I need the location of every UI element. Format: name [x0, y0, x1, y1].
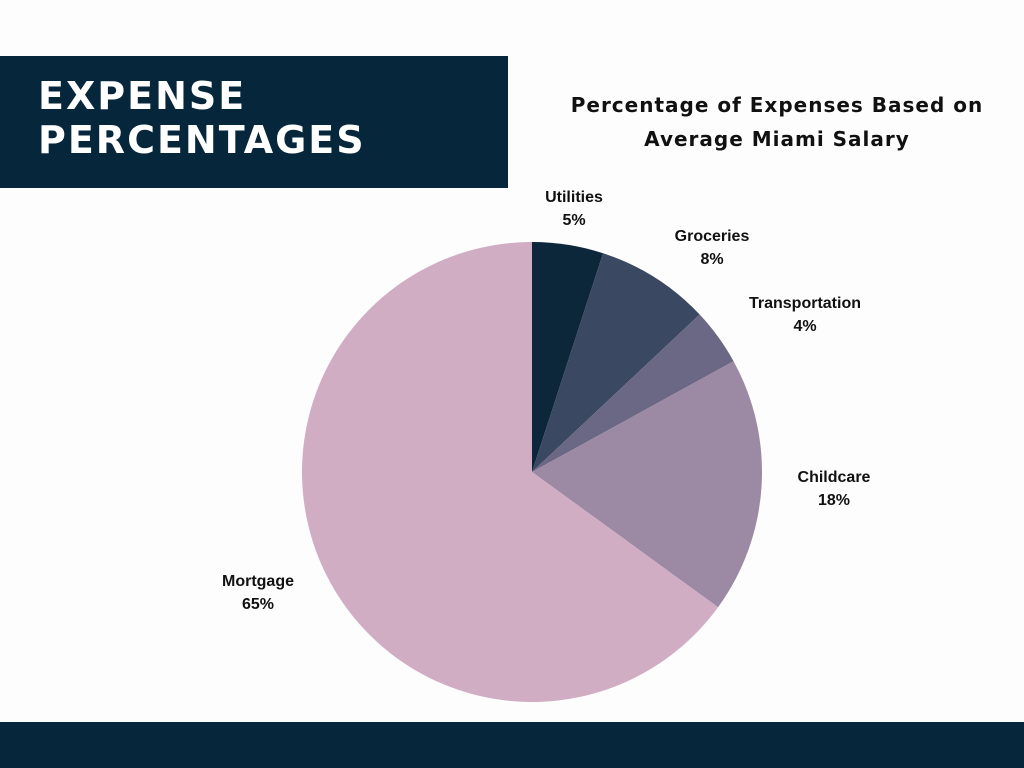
pie-slice-transportation: [532, 314, 734, 472]
slice-label-childcare-name: Childcare: [797, 469, 871, 486]
slice-label-transportation: Transportation 4%: [725, 292, 885, 338]
slice-label-mortgage-name: Mortgage: [222, 573, 294, 590]
chart-title-line-1: Percentage of Expenses Based on: [570, 93, 984, 117]
page-title-line-2: PERCENTAGES: [38, 118, 366, 162]
page-title: EXPENSE PERCENTAGES: [38, 74, 366, 162]
slice-label-utilities: Utilities 5%: [494, 186, 654, 232]
chart-title: Percentage of Expenses Based on Average …: [540, 88, 1014, 156]
page-title-line-1: EXPENSE: [38, 74, 247, 118]
pie-slice-childcare: [532, 361, 762, 608]
slice-label-childcare-value: 18%: [817, 492, 851, 509]
slice-label-groceries-name: Groceries: [674, 228, 750, 245]
slice-label-mortgage: Mortgage 65%: [178, 570, 338, 616]
slice-label-transportation-name: Transportation: [748, 295, 861, 312]
slice-label-childcare: Childcare 18%: [754, 466, 914, 512]
slice-label-groceries: Groceries 8%: [632, 225, 792, 271]
header-banner: [0, 56, 508, 188]
slice-label-utilities-value: 5%: [562, 212, 586, 229]
slice-label-transportation-value: 4%: [793, 318, 817, 335]
chart-title-line-2: Average Miami Salary: [644, 127, 910, 151]
slice-label-mortgage-value: 65%: [241, 596, 275, 613]
pie-slice-groceries: [532, 253, 700, 472]
pie-slice-utilities: [532, 242, 604, 472]
slice-label-groceries-value: 8%: [700, 251, 724, 268]
pie-slice-mortgage: [301, 242, 719, 702]
slice-label-utilities-name: Utilities: [545, 189, 603, 206]
footer-bar: [0, 722, 1024, 768]
